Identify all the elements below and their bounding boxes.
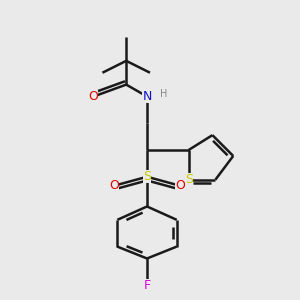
Text: O: O bbox=[175, 179, 185, 192]
Text: S: S bbox=[184, 173, 193, 186]
Text: H: H bbox=[160, 89, 167, 99]
Text: S: S bbox=[143, 170, 151, 183]
Text: O: O bbox=[110, 179, 119, 192]
Text: O: O bbox=[88, 90, 98, 103]
Text: N: N bbox=[142, 90, 152, 103]
Text: F: F bbox=[143, 279, 151, 292]
